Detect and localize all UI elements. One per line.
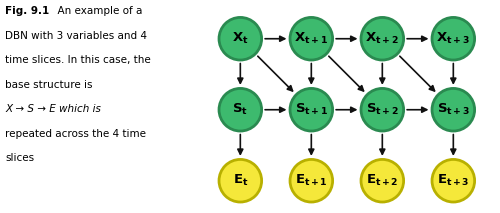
Text: time slices. In this case, the: time slices. In this case, the bbox=[5, 55, 151, 65]
Circle shape bbox=[432, 17, 474, 60]
Text: slices: slices bbox=[5, 153, 34, 163]
Text: Fig. 9.1: Fig. 9.1 bbox=[5, 6, 49, 16]
Text: $\bf{X}_{\bf{t}}$: $\bf{X}_{\bf{t}}$ bbox=[232, 31, 248, 46]
Circle shape bbox=[361, 159, 404, 202]
Text: An example of a: An example of a bbox=[51, 6, 142, 16]
Circle shape bbox=[432, 88, 474, 131]
Text: $\bf{X}_{\bf{t+3}}$: $\bf{X}_{\bf{t+3}}$ bbox=[436, 31, 470, 46]
Text: $\bf{E}_{\bf{t}}$: $\bf{E}_{\bf{t}}$ bbox=[232, 173, 248, 188]
Text: $\bf{X}_{\bf{t+1}}$: $\bf{X}_{\bf{t+1}}$ bbox=[294, 31, 328, 46]
Circle shape bbox=[290, 88, 333, 131]
Text: base structure is: base structure is bbox=[5, 80, 92, 90]
Text: $\bf{E}_{\bf{t+2}}$: $\bf{E}_{\bf{t+2}}$ bbox=[366, 173, 398, 188]
Circle shape bbox=[361, 17, 404, 60]
Circle shape bbox=[219, 159, 262, 202]
Text: X → S → E which is: X → S → E which is bbox=[5, 104, 101, 114]
Text: $\bf{S}_{\bf{t}}$: $\bf{S}_{\bf{t}}$ bbox=[232, 102, 248, 117]
Circle shape bbox=[361, 88, 404, 131]
Text: $\bf{E}_{\bf{t+1}}$: $\bf{E}_{\bf{t+1}}$ bbox=[295, 173, 328, 188]
Text: $\bf{S}_{\bf{t+3}}$: $\bf{S}_{\bf{t+3}}$ bbox=[437, 102, 470, 117]
Text: repeated across the 4 time: repeated across the 4 time bbox=[5, 129, 146, 139]
Text: DBN with 3 variables and 4: DBN with 3 variables and 4 bbox=[5, 31, 147, 41]
Circle shape bbox=[219, 88, 262, 131]
Circle shape bbox=[219, 17, 262, 60]
Circle shape bbox=[290, 159, 333, 202]
Text: $\bf{E}_{\bf{t+3}}$: $\bf{E}_{\bf{t+3}}$ bbox=[437, 173, 470, 188]
Text: $\bf{S}_{\bf{t+2}}$: $\bf{S}_{\bf{t+2}}$ bbox=[366, 102, 399, 117]
Text: $\bf{X}_{\bf{t+2}}$: $\bf{X}_{\bf{t+2}}$ bbox=[366, 31, 399, 46]
Circle shape bbox=[432, 159, 474, 202]
Circle shape bbox=[290, 17, 333, 60]
Text: $\bf{S}_{\bf{t+1}}$: $\bf{S}_{\bf{t+1}}$ bbox=[294, 102, 328, 117]
